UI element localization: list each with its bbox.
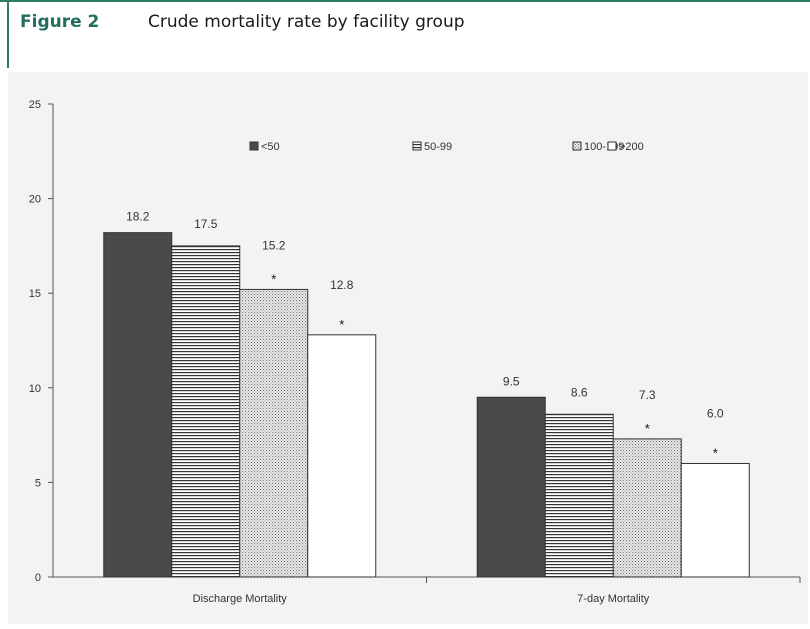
legend-swatch [572, 141, 582, 151]
bar [612, 438, 682, 578]
figure-label: Figure 2 [20, 12, 100, 32]
data-label: 7.3 [639, 388, 656, 402]
bar [307, 334, 377, 578]
data-label: 12.8 [330, 278, 354, 292]
legend-label: <50 [261, 141, 280, 153]
bar [544, 413, 614, 578]
data-label: 6.0 [707, 406, 724, 420]
data-label: 8.6 [571, 385, 588, 399]
chart-area: 0 5 10 15 20 25 Discharge Mortality 7-day Morta… [8, 72, 808, 624]
legend-label: >200 [619, 141, 644, 153]
header-left-rule [7, 2, 9, 68]
chart-legend: <50 50-99 100-199>200 [249, 141, 644, 153]
data-label: 17.5 [194, 217, 218, 231]
bar [103, 232, 173, 578]
y-tick-label: 15 [29, 288, 41, 300]
y-tick-label: 25 [29, 99, 41, 111]
significance-marker: * [271, 271, 276, 286]
legend-swatch [249, 141, 259, 151]
bar [239, 288, 309, 578]
legend-swatch [607, 141, 617, 151]
legend-swatch [412, 141, 422, 151]
data-label: 9.5 [503, 374, 520, 388]
y-tick-label: 0 [35, 572, 41, 584]
y-tick-label: 20 [29, 194, 41, 206]
figure-title: Crude mortality rate by facility group [148, 12, 465, 32]
bar [476, 396, 546, 578]
significance-marker: * [713, 445, 718, 460]
data-label: 15.2 [262, 238, 286, 252]
bar [171, 245, 241, 578]
header-top-rule [0, 0, 810, 2]
x-category-label: Discharge Mortality [193, 593, 288, 605]
y-tick-label: 10 [29, 383, 41, 395]
chart-data-labels: 18.2 17.5 * 15.2 * 12.8 9.5 8.6 * 7.3 * 6.0 [126, 210, 724, 461]
mortality-bar-chart: 0 5 10 15 20 25 Discharge Mortality 7-day Morta… [29, 99, 801, 605]
chart-bars [103, 232, 750, 578]
significance-marker: * [339, 317, 344, 332]
x-category-label: 7-day Mortality [577, 593, 650, 605]
data-label: 18.2 [126, 210, 150, 224]
bar [680, 462, 750, 578]
y-tick-label: 5 [35, 477, 41, 489]
significance-marker: * [645, 421, 650, 436]
legend-label: 50-99 [424, 141, 452, 153]
